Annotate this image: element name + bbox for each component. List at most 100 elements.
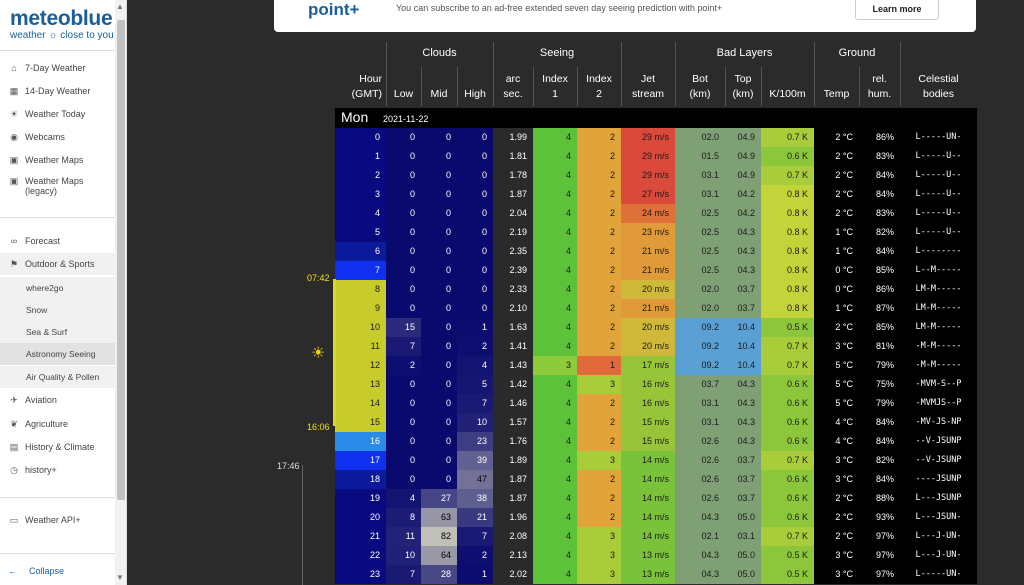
cell-bad-top: 04.3 <box>725 261 761 280</box>
nav-outdoor-sports[interactable]: ⚑ Outdoor & Sports <box>0 253 115 275</box>
cell-index1: 4 <box>533 337 577 356</box>
cell-cloud-low: 0 <box>386 413 421 432</box>
cell-rel-hum: 97% <box>859 565 900 584</box>
cell-hour: 10 <box>335 318 386 337</box>
cell-bad-top: 04.3 <box>725 394 761 413</box>
cell-temp: 3 °C <box>814 337 859 356</box>
nav-weather-today[interactable]: ☀ Weather Today <box>0 103 115 125</box>
cell-hour: 7 <box>335 261 386 280</box>
cell-index2: 2 <box>577 508 621 527</box>
cell-index2: 2 <box>577 489 621 508</box>
cell-k100m: 0.5 K <box>761 546 814 565</box>
cell-rel-hum: 97% <box>859 546 900 565</box>
col-celestial-label: Celestial <box>918 73 959 85</box>
nav-weather-maps-legacy[interactable]: ▣ Weather Maps (legacy) <box>0 176 115 204</box>
weather-icon: ☀ <box>9 108 19 119</box>
nav-agriculture[interactable]: ❦ Agriculture <box>0 413 115 435</box>
nav-forecast[interactable]: ∞ Forecast <box>0 230 115 252</box>
cell-index1: 3 <box>533 356 577 375</box>
cell-k100m: 0.6 K <box>761 432 814 451</box>
cell-rel-hum: 86% <box>859 280 900 299</box>
cell-hour: 2 <box>335 166 386 185</box>
cell-cloud-mid: 0 <box>421 318 457 337</box>
cell-index1: 4 <box>533 508 577 527</box>
nav-label: History & Climate <box>25 442 95 452</box>
cell-hour: 12 <box>335 356 386 375</box>
cell-celestial: L-----U-- <box>900 185 977 204</box>
nav-astronomy-seeing[interactable]: Astronomy Seeing <box>0 343 115 365</box>
nav-label: Air Quality & Pollen <box>26 372 100 382</box>
meteoblue-logo[interactable]: meteoblue weather ☼ close to you <box>10 8 114 42</box>
cell-hour: 6 <box>335 242 386 261</box>
collapse-button[interactable]: ← Collapse <box>0 563 115 579</box>
cell-index1: 4 <box>533 375 577 394</box>
nav-14-day-weather[interactable]: ▦ 14-Day Weather <box>0 80 115 102</box>
cell-celestial: L--M----- <box>900 261 977 280</box>
cell-cloud-low: 0 <box>386 204 421 223</box>
col-index1-label: Index <box>542 73 568 85</box>
col-index2-label: Index <box>586 73 612 85</box>
cell-index2: 3 <box>577 565 621 584</box>
nav-7-day-weather[interactable]: ⌂ 7-Day Weather <box>0 57 115 79</box>
col-index1-sub: 1 <box>552 88 558 100</box>
nav-air-quality-pollen[interactable]: Air Quality & Pollen <box>0 366 115 388</box>
cell-jetstream: 23 m/s <box>621 223 675 242</box>
nav-history-plus[interactable]: ◷ history+ <box>0 459 115 481</box>
nav-label: Aviation <box>25 395 57 405</box>
cell-k100m: 0.8 K <box>761 280 814 299</box>
cell-arcsec: 1.99 <box>493 128 533 147</box>
scroll-down-icon[interactable]: ▼ <box>116 573 124 582</box>
learn-more-button[interactable]: Learn more <box>855 0 939 20</box>
cell-cloud-low: 0 <box>386 432 421 451</box>
cell-temp: 2 °C <box>814 508 859 527</box>
cell-index1: 4 <box>533 242 577 261</box>
cell-index2: 2 <box>577 299 621 318</box>
cell-bad-top: 10.4 <box>725 337 761 356</box>
cell-arcsec: 2.39 <box>493 261 533 280</box>
cell-bad-top: 03.1 <box>725 527 761 546</box>
sidebar-scroll-thumb[interactable] <box>117 20 125 500</box>
nav-aviation[interactable]: ✈ Aviation <box>0 389 115 411</box>
cell-hour: 15 <box>335 413 386 432</box>
cell-cloud-low: 0 <box>386 375 421 394</box>
nav-webcams[interactable]: ◉ Webcams <box>0 126 115 148</box>
col-rel-hum: rel. hum. <box>859 72 900 102</box>
cell-jetstream: 14 m/s <box>621 451 675 470</box>
cell-hour: 14 <box>335 394 386 413</box>
cell-cloud-mid: 0 <box>421 413 457 432</box>
col-low: Low <box>393 88 414 100</box>
cell-arcsec: 1.43 <box>493 356 533 375</box>
cell-k100m: 0.7 K <box>761 527 814 546</box>
binoculars-icon: ∞ <box>10 236 18 246</box>
scroll-up-icon[interactable]: ▲ <box>116 2 124 11</box>
nav-weather-api[interactable]: ▭ Weather API+ <box>0 509 115 531</box>
cell-k100m: 0.6 K <box>761 394 814 413</box>
cell-arcsec: 1.81 <box>493 147 533 166</box>
col-separator <box>725 67 726 106</box>
nav-sea-surf[interactable]: Sea & Surf <box>0 321 115 343</box>
col-index2: Index 2 <box>577 72 621 102</box>
cell-rel-hum: 83% <box>859 204 900 223</box>
col-hour-label: Hour <box>359 73 382 85</box>
col-mid: Mid <box>430 88 448 100</box>
cell-rel-hum: 84% <box>859 470 900 489</box>
cell-index1: 4 <box>533 204 577 223</box>
cell-index2: 3 <box>577 375 621 394</box>
nav-history-climate[interactable]: ▤ History & Climate <box>0 436 115 458</box>
nav-label: Sea & Surf <box>26 327 68 337</box>
cell-cloud-mid: 27 <box>421 489 457 508</box>
cell-temp: 0 °C <box>814 261 859 280</box>
cell-index2: 2 <box>577 280 621 299</box>
cell-k100m: 0.8 K <box>761 185 814 204</box>
cell-hour: 23 <box>335 565 386 584</box>
cell-temp: 2 °C <box>814 185 859 204</box>
nav-where2go[interactable]: where2go <box>0 277 115 299</box>
cell-bad-top: 10.4 <box>725 318 761 337</box>
nav-snow[interactable]: Snow <box>0 299 115 321</box>
cell-cloud-low: 0 <box>386 242 421 261</box>
nav-weather-maps[interactable]: ▣ Weather Maps <box>0 149 115 171</box>
cell-k100m: 0.8 K <box>761 299 814 318</box>
